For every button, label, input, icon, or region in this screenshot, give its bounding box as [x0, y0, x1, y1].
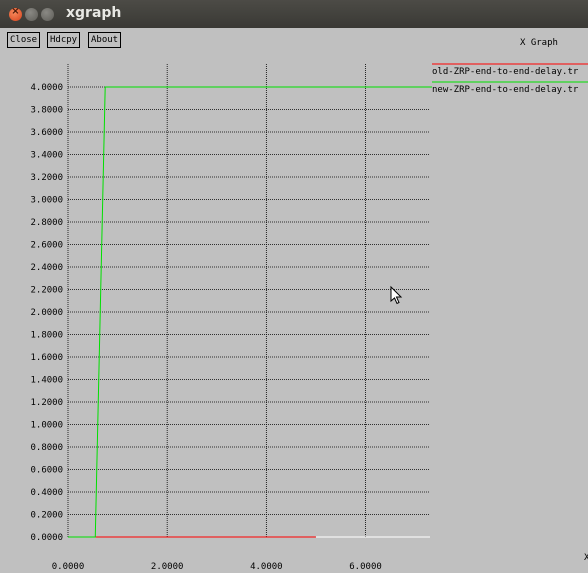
y-tick-label: 2.6000	[30, 241, 63, 251]
graph-title: X Graph	[520, 38, 558, 48]
close-button[interactable]: Close	[7, 32, 41, 48]
y-tick-label: 0.8000	[30, 443, 63, 453]
y-tick-label: 2.2000	[30, 286, 63, 296]
window-close-button[interactable]: ×	[9, 6, 22, 21]
y-tick-label: 1.4000	[30, 376, 63, 386]
x-axis: 0.0000 2.0000 4.0000 6.0000	[52, 562, 382, 572]
y-tick-label: 2.0000	[30, 308, 63, 318]
x-tick-label: 6.0000	[349, 562, 382, 572]
close-icon: ×	[11, 6, 20, 17]
hdcpy-button[interactable]: Hdcpy	[47, 32, 81, 48]
window-maximize-button[interactable]	[41, 8, 54, 21]
mouse-cursor-icon	[390, 285, 403, 305]
series-line-1	[68, 86, 430, 538]
grid-lines	[67, 64, 430, 538]
window-minimize-button[interactable]	[25, 8, 38, 21]
y-tick-label: 3.8000	[30, 106, 63, 116]
legend: old-ZRP-end-to-end-delay.tr new-ZRP-end-t…	[432, 63, 588, 95]
title-bar: × xgraph	[0, 0, 588, 28]
x-tick-label: 2.0000	[151, 562, 184, 572]
y-tick-label: 2.8000	[30, 218, 63, 228]
x-tick-label: 4.0000	[250, 562, 283, 572]
y-tick-label: 2.4000	[30, 263, 63, 273]
legend-label-0: old-ZRP-end-to-end-delay.tr	[432, 67, 579, 77]
y-tick-label: 1.0000	[30, 421, 63, 431]
legend-label-1: new-ZRP-end-to-end-delay.tr	[432, 85, 579, 95]
y-tick-label: 3.0000	[30, 196, 63, 206]
y-tick-label: 3.4000	[30, 151, 63, 161]
y-tick-label: 1.2000	[30, 398, 63, 408]
series-lines	[68, 86, 432, 538]
x-tick-label: 0.0000	[52, 562, 85, 572]
y-axis: 0.0000 0.2000 0.4000 0.6000 0.8000 1.0000 1.20…	[30, 83, 63, 543]
y-tick-label: 4.0000	[30, 83, 63, 93]
y-tick-label: 0.0000	[30, 533, 63, 543]
edge-glyph: X	[584, 553, 588, 563]
y-tick-label: 0.6000	[30, 466, 63, 476]
y-tick-label: 3.2000	[30, 173, 63, 183]
y-tick-label: 3.6000	[30, 128, 63, 138]
y-tick-label: 1.8000	[30, 331, 63, 341]
y-tick-label: 0.2000	[30, 511, 63, 521]
window-title: xgraph	[66, 5, 122, 21]
y-tick-label: 1.6000	[30, 353, 63, 363]
y-tick-label: 0.4000	[30, 488, 63, 498]
about-button[interactable]: About	[88, 32, 122, 48]
